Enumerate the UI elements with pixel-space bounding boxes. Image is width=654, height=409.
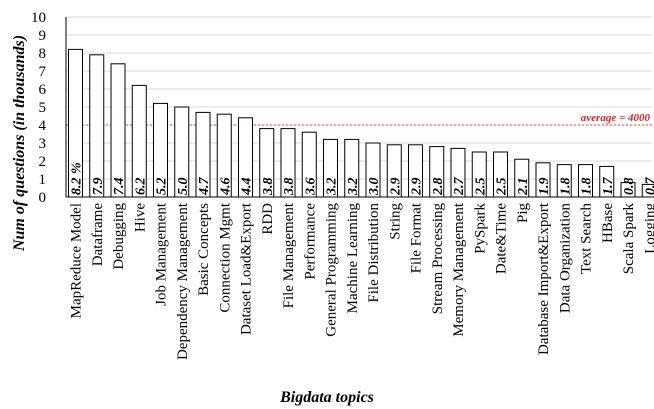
- x-tick-label: MapReduce Model: [69, 203, 85, 318]
- y-tick-label: 0: [39, 190, 47, 206]
- y-axis-title: Num of questions (in thousands): [11, 35, 28, 252]
- y-tick-label: 2: [39, 154, 47, 170]
- x-tick-label: Pig: [515, 203, 531, 224]
- y-tick-label: 4: [39, 118, 47, 134]
- x-tick-label: Dependency Management: [175, 202, 191, 360]
- x-tick-label: Debugging: [111, 203, 127, 270]
- y-tick-label: 10: [31, 10, 46, 26]
- bar-value-label: 2.8: [431, 178, 446, 197]
- bar-value-label: 2.5: [495, 178, 510, 197]
- x-tick-label: Logging: [642, 203, 654, 254]
- bar-value-label: 2.1: [516, 178, 531, 197]
- x-axis-title: Bigdata topics: [279, 389, 374, 406]
- y-tick-label: 8: [39, 46, 47, 62]
- bar-value-label: 1.8: [558, 178, 573, 196]
- bar-value-label: 2.5: [473, 178, 488, 197]
- bar-value-label: 4.7: [197, 177, 212, 197]
- x-tick-label: Database Import&Export: [536, 202, 552, 355]
- y-tick-label: 6: [39, 82, 47, 98]
- x-tick-label: String: [387, 203, 403, 240]
- bar-value-label: 8.2 %: [70, 162, 85, 195]
- bar-value-label: 3.2: [346, 178, 361, 197]
- x-tick-label: Dataset Load&Export: [239, 202, 255, 335]
- bar-value-label: 4.4: [240, 178, 255, 197]
- bar-value-label: 3.8: [261, 178, 276, 197]
- x-tick-label: Scala Spark: [621, 203, 637, 275]
- bar-value-label: 5.0: [176, 178, 191, 196]
- bar-value-label: 6.2: [133, 178, 148, 196]
- y-tick-labels: 0 1 2 3 4 5 6 7 8 9 10: [31, 10, 47, 206]
- y-tick-label: 5: [39, 100, 47, 116]
- bar-value-label: 1.9: [537, 178, 552, 196]
- y-tick-label: 1: [39, 172, 47, 188]
- x-tick-label: Dataframe: [90, 203, 106, 267]
- x-tick-label: Text Search: [579, 203, 595, 275]
- x-tick-label: Connection Mgmt: [217, 202, 233, 312]
- bar-value-label: 3.6: [303, 178, 318, 197]
- bar-value-label: 5.2: [155, 178, 170, 196]
- x-tick-label: Machine Learning: [345, 203, 361, 314]
- x-tick-label: RDD: [260, 203, 276, 235]
- x-tick-label: Data Organization: [557, 203, 573, 314]
- x-tick-label: Basic Concepts: [196, 203, 212, 296]
- bar-value-label: 2.7: [452, 177, 467, 197]
- x-tick-label: Job Management: [154, 202, 170, 306]
- y-tick-label: 9: [39, 28, 47, 44]
- bar-value-label: 2.9: [388, 178, 403, 197]
- bar-value-label: 3.0: [367, 178, 382, 197]
- bar-value-label: 7.9: [91, 178, 106, 196]
- x-tick-label: File Format: [409, 202, 425, 273]
- bar-value-label: 1.7: [601, 177, 616, 196]
- axes: [65, 17, 652, 198]
- bar-value-label: 3.8: [282, 178, 297, 197]
- bar-value-label: 0.7: [643, 177, 654, 196]
- x-tick-label: HBase: [600, 203, 616, 243]
- bar-value-label: 3.2: [325, 178, 340, 197]
- bar: [89, 54, 105, 198]
- bars: 8.2 % 7.9 7.4 6.2 5.2 5.0 4.7 4.6 4.4 3.8 3.8 3.6 3.…: [68, 48, 654, 198]
- bar-value-label: 7.4: [112, 178, 127, 196]
- bar-value-label: 2.9: [410, 178, 425, 197]
- x-tick-label: Stream Processing: [430, 203, 446, 315]
- bar-value-label: 4.6: [218, 178, 233, 197]
- x-tick-labels: MapReduce Model Dataframe Debugging Hive Job…: [69, 202, 654, 360]
- bar-value-label: 1.8: [580, 178, 595, 196]
- y-tick-label: 7: [39, 64, 47, 80]
- x-tick-label: Performance: [302, 203, 318, 280]
- x-tick-label: General Programming: [324, 203, 340, 337]
- average-label: average = 4000: [581, 112, 651, 124]
- bar-value-label: 0.8: [622, 178, 637, 196]
- x-tick-label: Date&Time: [494, 203, 510, 274]
- x-tick-label: PySpark: [472, 203, 488, 254]
- x-tick-label: Hive: [132, 203, 148, 233]
- x-tick-label: Memory Management: [451, 202, 467, 337]
- bar: [110, 63, 126, 198]
- x-tick-label: File Distribution: [366, 203, 382, 303]
- x-tick-label: File Management: [281, 202, 297, 308]
- y-tick-label: 3: [39, 136, 47, 152]
